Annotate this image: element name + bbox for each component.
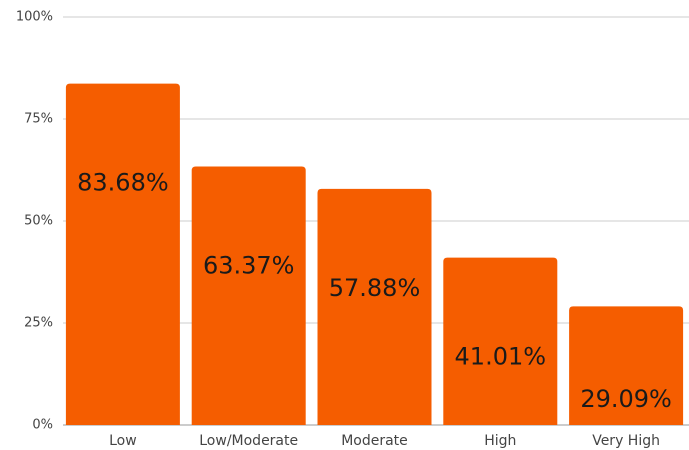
y-tick-label: 100%	[16, 10, 53, 25]
value-label: 57.88%	[329, 274, 421, 302]
value-label: 41.01%	[455, 343, 547, 371]
bar	[65, 83, 180, 425]
value-label: 29.09%	[580, 385, 672, 413]
bar	[191, 166, 306, 426]
x-tick-label: Very High	[592, 433, 660, 449]
y-tick-label: 50%	[24, 214, 53, 229]
x-tick-label: Low/Moderate	[199, 433, 298, 449]
x-tick-label: Moderate	[341, 433, 408, 449]
x-tick-label: High	[484, 433, 516, 449]
value-label: 63.37%	[203, 251, 295, 279]
bar	[569, 306, 684, 425]
y-tick-label: 75%	[24, 112, 53, 127]
x-tick-label: Low	[109, 433, 137, 449]
y-tick-label: 25%	[24, 316, 53, 331]
bar	[443, 257, 558, 425]
bar	[317, 188, 432, 425]
y-tick-label: 0%	[32, 418, 53, 433]
value-label: 83.68%	[77, 169, 169, 197]
